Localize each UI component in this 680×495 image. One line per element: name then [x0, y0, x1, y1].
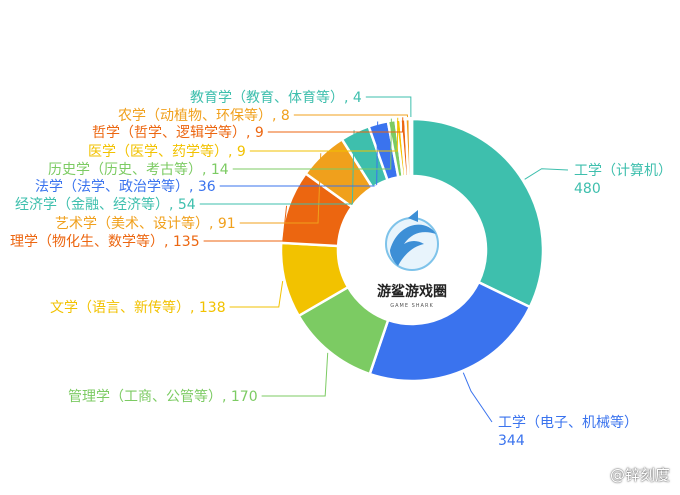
leader-line — [267, 117, 404, 133]
data-label: 工学（计算机） 480 — [574, 163, 672, 197]
leader-line — [249, 117, 399, 152]
pie-slice — [408, 117, 414, 178]
leader-line — [524, 168, 569, 180]
data-label: 理学（物化生、数学等）, 135 — [10, 233, 200, 250]
leader-line — [239, 153, 322, 224]
center-logo: 游鲨游戏圈 GAME SHARK — [338, 176, 486, 324]
logo-subtitle: GAME SHARK — [390, 303, 433, 309]
leader-line — [203, 205, 288, 242]
leader-line — [199, 130, 355, 205]
data-label: 文学（语言、新传等）, 138 — [50, 299, 226, 316]
leader-line — [229, 281, 284, 308]
data-label: 农学（动植物、环保等）, 8 — [118, 107, 290, 124]
data-label: 历史学（历史、考古等）, 14 — [48, 161, 229, 178]
data-label: 工学（电子、机械等） 344 — [498, 414, 638, 449]
shark-logo-icon — [385, 210, 439, 271]
data-label: 哲学（哲学、逻辑学等）, 9 — [92, 124, 264, 141]
data-label: 艺术学（美术、设计等）, 91 — [55, 215, 236, 232]
data-label: 医学（医学、药学等）, 9 — [88, 143, 246, 160]
leader-line — [232, 118, 392, 170]
watermark: @锌刻度 — [609, 466, 670, 484]
data-label: 法学（法学、政治学等）, 36 — [35, 178, 216, 195]
data-label: 教育学（教育、体育等）, 4 — [190, 89, 362, 106]
leader-line — [462, 372, 493, 423]
leader-line — [261, 352, 329, 397]
data-label: 管理学（工商、公管等）, 170 — [68, 388, 258, 405]
data-label: 经济学（金融、经济等）, 54 — [15, 196, 196, 213]
leader-lines — [199, 96, 569, 423]
leader-line — [365, 96, 412, 118]
data-labels: 工学（计算机） 480 工学（电子、机械等） 344 管理学（工商、公管等）, 170 文… — [10, 89, 672, 449]
leader-line — [293, 114, 409, 118]
logo-name: 游鲨游戏圈 — [377, 283, 447, 300]
